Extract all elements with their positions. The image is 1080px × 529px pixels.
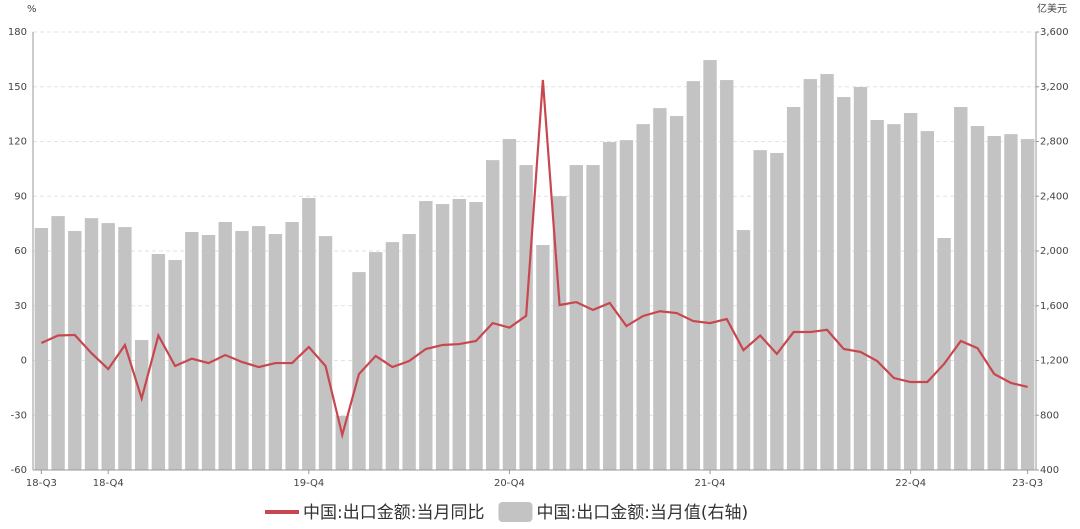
bar [569, 165, 583, 471]
bar [720, 80, 734, 470]
y2-tick-label: 2,800 [1040, 137, 1069, 148]
bar [669, 116, 684, 470]
y2-tick-label: 1,200 [1040, 356, 1069, 367]
y-tick-label: 180 [8, 27, 27, 38]
y2-tick-label: 800 [1040, 410, 1059, 421]
x-tick-label: 19-Q4 [293, 478, 324, 489]
bar [502, 139, 517, 470]
bar [870, 120, 884, 471]
bar [268, 234, 283, 470]
legend-swatch [498, 502, 533, 522]
bar [786, 107, 801, 470]
bar [803, 79, 818, 471]
x-tick-label: 21-Q4 [695, 478, 726, 489]
bar [419, 201, 433, 470]
bar [1004, 134, 1018, 470]
bar [970, 126, 985, 470]
bar [920, 131, 935, 470]
bar [285, 221, 299, 470]
bar [101, 223, 115, 470]
y2-tick-label: 3,200 [1040, 82, 1069, 93]
y-tick-label: 150 [8, 82, 27, 93]
y2-axis-label: 亿美元 [1037, 2, 1067, 15]
x-tick-label: 18-Q3 [26, 478, 57, 489]
bar [519, 165, 533, 471]
bar [636, 124, 650, 470]
line [40, 79, 1028, 440]
y-tick-label: 30 [14, 301, 27, 312]
bar [218, 221, 232, 470]
y2-tick-label: 1,600 [1040, 301, 1069, 312]
bar [134, 339, 149, 470]
legend-swatch [265, 510, 299, 514]
bar [703, 60, 717, 470]
bar [486, 160, 500, 471]
y-tick-label: 60 [14, 246, 27, 257]
y2-tick-label: 2,400 [1040, 191, 1069, 202]
x-tick-label: 18-Q4 [93, 478, 124, 489]
bar [686, 81, 700, 470]
bar [987, 136, 1001, 470]
bar [619, 140, 634, 470]
bar [201, 234, 216, 470]
bar [151, 254, 166, 470]
x-tick-label: 23-Q3 [1012, 478, 1043, 489]
bar [318, 236, 333, 470]
bar [68, 231, 82, 470]
bar [385, 242, 400, 470]
y2-tick-label: 3,600 [1040, 27, 1069, 38]
bar [469, 201, 483, 470]
bar [770, 152, 784, 470]
bar [820, 74, 834, 470]
bar [887, 124, 901, 470]
bar [84, 218, 99, 470]
bar [251, 226, 266, 470]
bar [369, 252, 383, 470]
bar [753, 150, 767, 471]
x-tick-label: 22-Q4 [895, 478, 926, 489]
bar [954, 107, 968, 470]
bar [853, 87, 868, 471]
y-axis-label: % [27, 4, 37, 15]
y-tick-label: 0 [21, 356, 27, 367]
legend-label: 中国:出口金额:当月值(右轴) [536, 503, 748, 523]
grid [33, 31, 1036, 471]
x-tick-label: 20-Q4 [494, 478, 525, 489]
bar [335, 415, 349, 470]
y-tick-label: 120 [8, 137, 27, 148]
bar [402, 234, 416, 470]
y2-tick-label: 400 [1040, 465, 1059, 476]
bar [452, 198, 466, 471]
y2-tick-label: 2,000 [1040, 246, 1069, 257]
legend-label: 中国:出口金额:当月同比 [303, 503, 484, 523]
bar [837, 97, 851, 470]
bar [51, 216, 65, 470]
bar [352, 272, 366, 470]
bar [235, 231, 249, 470]
bar [653, 108, 667, 470]
bar [937, 237, 951, 470]
bar [302, 198, 316, 471]
bar [603, 142, 617, 471]
legend: 中国:出口金额:当月同比 中国:出口金额:当月值(右轴) [265, 502, 748, 523]
y-tick-label: 90 [14, 191, 27, 202]
y-tick-label: -60 [11, 465, 27, 476]
bar [435, 204, 450, 470]
bar [185, 231, 199, 470]
bar [536, 244, 550, 470]
bar [34, 228, 49, 470]
bar [586, 165, 600, 471]
y-tick-label: -30 [11, 410, 27, 421]
bar [1020, 139, 1035, 470]
bar [903, 113, 918, 470]
